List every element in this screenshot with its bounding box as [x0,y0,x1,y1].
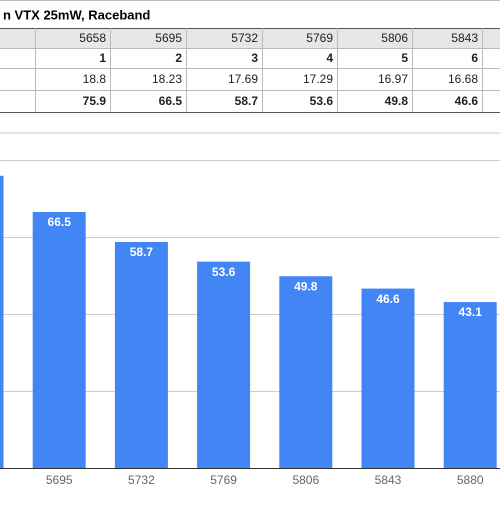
data-label: 46.6 [376,292,400,306]
cell-text: 16.97 [378,72,408,86]
bar [32,211,86,468]
bar [197,261,251,468]
cell-text: 18.23 [152,72,182,86]
cell-text: 66.5 [159,94,183,108]
cell-text: 46.6 [455,94,479,108]
x-tick-label: 5732 [128,473,155,487]
cell-text: 16.68 [448,72,478,86]
cell-text: 17.29 [303,72,333,86]
bar [443,302,497,468]
cell-text: 3 [251,51,258,65]
cell-text: 58.7 [235,94,259,108]
x-tick-label: 5769 [210,473,237,487]
sheet-title: n VTX 25mW, Raceband [3,7,150,22]
data-label: 66.5 [48,215,72,229]
x-tick-label: 5695 [46,473,73,487]
data-label: 58.7 [130,245,154,259]
cell-text: 5732 [231,31,258,45]
cell-text: 75.9 [83,94,107,108]
bar [279,276,333,468]
x-tick-label: 5843 [375,473,402,487]
cell-text: 17.69 [228,72,258,86]
cell-text: 4 [326,51,333,65]
cell-text: 53.6 [310,94,334,108]
cell-text: 5695 [155,31,182,45]
header-row-bg [0,28,500,48]
cell-text: 1 [99,51,106,65]
cell-text: 5658 [79,31,106,45]
data-label: 43.1 [459,305,483,319]
cell-text: 5843 [451,31,478,45]
cell-text: 6 [471,51,478,65]
bar [361,288,415,468]
x-tick-label: 5880 [457,473,484,487]
cell-text: 49.8 [385,94,409,108]
data-label: 53.6 [212,265,236,279]
bar [0,175,4,468]
cell-text: 5806 [381,31,408,45]
data-label: 49.8 [294,279,318,293]
cell-text: 2 [175,51,182,65]
cell-text: 5769 [306,31,333,45]
cell-text: 5 [401,51,408,65]
bar [114,242,168,468]
x-tick-label: 5806 [292,473,319,487]
cell-text: 18.8 [83,72,107,86]
